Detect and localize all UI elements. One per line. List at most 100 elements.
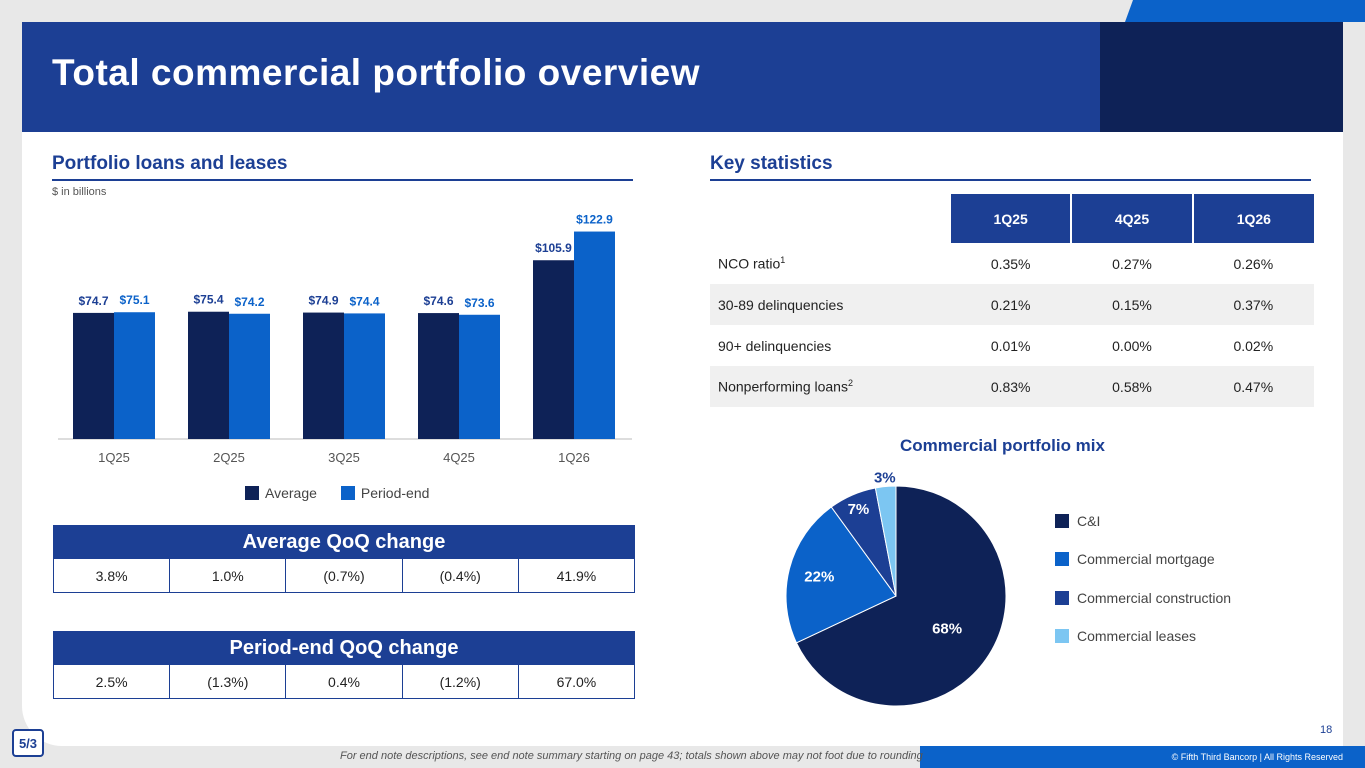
mix-legend-label: Commercial leases	[1077, 628, 1197, 644]
stats-column-header: 4Q25	[1071, 194, 1194, 243]
bar-data-label: $74.7	[78, 294, 108, 308]
stats-cell: 0.00%	[1112, 337, 1152, 354]
period-end-qoq-row: 2.5% (1.3%) 0.4% (1.2%) 67.0%	[53, 665, 635, 699]
bar-period-end	[229, 313, 270, 439]
bar-data-label: $74.4	[349, 294, 379, 308]
stats-cell: 0.21%	[950, 284, 1072, 325]
period-end-qoq-table: Period-end QoQ change 2.5% (1.3%) 0.4% (…	[53, 631, 635, 699]
pie-slice-commercial-leases	[874, 485, 897, 597]
stats-row-nco: NCO ratio1 0.35% 0.27% 0.26%	[710, 243, 1314, 284]
portfolio-mix-pie: 68% 22% 7%3%	[785, 470, 1007, 707]
legend-period-end-swatch	[340, 486, 355, 500]
header-dark-panel	[1100, 22, 1343, 132]
copyright: © Fifth Third Bancorp | All Rights Reser…	[1171, 752, 1343, 762]
bar-average	[303, 312, 344, 439]
mix-legend-item: C&I	[1055, 513, 1100, 529]
period-end-qoq-cell: 67.0%	[556, 673, 597, 690]
bar-average	[188, 311, 229, 439]
mix-legend-label: Commercial mortgage	[1077, 551, 1215, 567]
mix-legend-item: Commercial mortgage	[1055, 551, 1215, 567]
average-qoq-cell: 41.9%	[556, 567, 597, 584]
portfolio-bar-chart: $74.7 $75.1 1Q25 $75.4 $74.2 2Q25 $74.9 $74.4 3Q…	[58, 213, 632, 465]
stats-row-label: 90+ delinquencies	[718, 337, 832, 354]
page-number: 18	[1320, 724, 1333, 736]
average-qoq-cell: (0.4%)	[403, 559, 519, 592]
average-qoq-cell: 3.8%	[54, 559, 171, 592]
stats-header-blank	[710, 194, 951, 243]
category-tick-label: 1Q26	[558, 450, 590, 465]
end-note: For end note descriptions, see end note …	[340, 750, 923, 762]
key-statistics-title: Key statistics	[710, 153, 833, 174]
bar-average	[533, 260, 574, 439]
stats-row-label: Nonperforming loans2	[710, 366, 950, 407]
legend-period-end-label: Period-end	[360, 485, 430, 501]
stats-cell: 0.35%	[990, 255, 1031, 272]
average-qoq-row: 3.8% 1.0% (0.7%) (0.4%) 41.9%	[53, 559, 635, 593]
category-tick-label: 4Q25	[443, 450, 475, 465]
bar-average	[73, 312, 114, 439]
legend-average-label: Average	[265, 485, 317, 501]
footer-bar	[920, 746, 1365, 768]
stats-row-label: 30-89 delinquencies	[710, 284, 950, 325]
stats-column-header: 1Q25	[950, 194, 1073, 243]
stats-cell: 0.01%	[990, 337, 1031, 354]
bar-data-label: $75.1	[119, 293, 149, 307]
period-end-qoq-cell: (1.3%)	[170, 665, 287, 698]
period-end-qoq-title: Period-end QoQ change	[53, 631, 635, 665]
bar-period-end	[114, 312, 155, 439]
period-end-qoq-cell: 2.5%	[54, 665, 171, 698]
average-qoq-table: Average QoQ change 3.8% 1.0% (0.7%) (0.4…	[53, 525, 635, 593]
legend-average-swatch	[245, 486, 259, 500]
period-end-qoq-cell: 0.4%	[286, 665, 403, 698]
stats-column-header: 1Q26	[1192, 194, 1314, 243]
pie-slice-label: 68%	[932, 620, 962, 637]
portfolio-section-title: Portfolio loans and leases	[52, 153, 288, 174]
period-end-qoq-cell: (1.2%)	[403, 665, 519, 698]
stats-row-label: NCO ratio1	[710, 243, 950, 284]
pie-slice-commercial-mortgage	[785, 506, 897, 644]
category-tick-label: 2Q25	[213, 450, 245, 465]
pie-slice-label: 3%	[874, 470, 896, 487]
average-qoq-cell: 1.0%	[170, 559, 287, 592]
stats-cell: 0.15%	[1071, 284, 1193, 325]
mix-legend-item: Commercial construction	[1055, 590, 1231, 606]
stats-cell: 0.37%	[1192, 284, 1314, 325]
mix-legend-label: C&I	[1077, 513, 1101, 529]
category-tick-label: 3Q25	[328, 450, 360, 465]
bar-period-end	[459, 314, 500, 439]
header-accent	[1125, 0, 1365, 22]
pie-slice-label: 22%	[804, 568, 834, 585]
average-qoq-title: Average QoQ change	[53, 525, 635, 559]
portfolio-section-rule	[52, 179, 633, 181]
bar-period-end	[574, 231, 615, 439]
bar-data-label: $75.4	[193, 293, 223, 307]
portfolio-mix-title: Commercial portfolio mix	[900, 436, 1105, 455]
pie-slice-label: 7%	[848, 501, 870, 518]
category-tick-label: 1Q25	[98, 450, 130, 465]
footnote-marker: 1	[780, 255, 786, 266]
stats-cell: 0.02%	[1233, 337, 1274, 354]
stats-label-text: NCO ratio	[718, 255, 781, 272]
average-qoq-cell: (0.7%)	[286, 559, 403, 592]
legend-swatch	[1055, 552, 1069, 566]
bar-data-label: $74.2	[234, 295, 264, 309]
chart-legend: Average Period-end	[245, 485, 429, 501]
bar-data-label: $105.9	[535, 241, 572, 255]
bar-data-label: $122.9	[576, 213, 613, 227]
stats-header-row: 1Q25 4Q25 1Q26	[710, 194, 1314, 243]
legend-swatch	[1055, 591, 1069, 605]
stats-cell: 0.47%	[1192, 366, 1314, 407]
bar-data-label: $74.6	[423, 294, 453, 308]
mix-legend-label: Commercial construction	[1077, 590, 1232, 606]
bar-data-label: $73.6	[464, 296, 494, 310]
bar-average	[418, 313, 459, 439]
mix-legend-item: Commercial leases	[1055, 628, 1196, 644]
bar-period-end	[344, 313, 385, 439]
unit-note: $ in billions	[52, 186, 107, 198]
bar-data-label: $74.9	[308, 294, 338, 308]
key-statistics-rule	[710, 179, 1311, 181]
stats-cell: 0.26%	[1233, 255, 1274, 272]
stats-cell: 0.27%	[1112, 255, 1152, 272]
stats-row-90-plus: 90+ delinquencies 0.01% 0.00% 0.02%	[710, 325, 1314, 366]
